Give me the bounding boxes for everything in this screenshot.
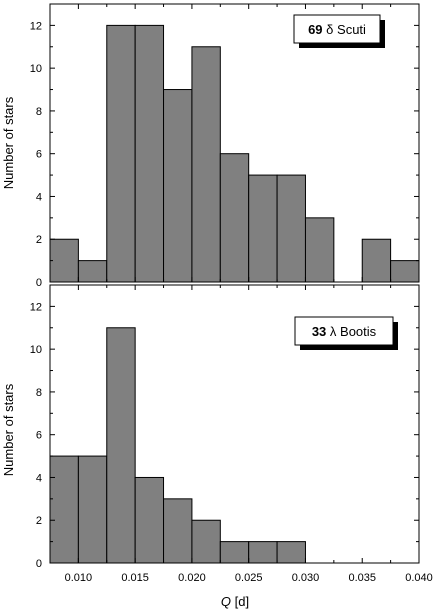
histogram-bar: [49, 455, 79, 564]
top-panel-frame: [49, 3, 420, 283]
bottom-legend-label: 33 λ Bootis: [312, 324, 377, 339]
bottom-legend-count: 33: [312, 324, 326, 339]
y-tick-label: 10: [30, 344, 42, 356]
bottom-legend-name: λ Bootis: [330, 324, 377, 339]
top-panel-y-tick-labels: 0 2 4 6 8 10 12: [30, 20, 42, 289]
histogram-bar: [163, 498, 193, 564]
histogram-bar: [361, 238, 392, 283]
x-tick-label: 0.025: [235, 572, 263, 584]
histogram-bar: [191, 46, 221, 283]
x-axis-title: Q [d]: [221, 594, 249, 609]
top-legend-name: δ Scuti: [326, 22, 366, 37]
y-tick-label: 0: [36, 558, 42, 570]
bottom-panel-x-tick-labels: 0.010 0.015 0.020 0.025 0.030 0.035 0.040: [65, 572, 433, 584]
bottom-panel-legend: 33 λ Bootis: [294, 316, 398, 350]
histogram-bar: [163, 89, 193, 283]
histogram-bar: [106, 327, 136, 564]
x-tick-label: 0.040: [405, 572, 433, 584]
y-tick-label: 4: [36, 472, 42, 484]
top-panel-legend: 69 δ Scuti: [293, 14, 385, 48]
top-legend-count: 69: [308, 22, 322, 37]
histogram-bar: [106, 24, 136, 283]
y-tick-label: 4: [36, 191, 42, 203]
histogram-bar: [191, 519, 221, 564]
x-tick-label: 0.010: [65, 572, 93, 584]
histogram-bar: [77, 260, 108, 283]
y-tick-label: 10: [30, 63, 42, 75]
y-tick-label: 2: [36, 515, 42, 527]
histogram-bar: [304, 217, 335, 283]
histogram-bar: [248, 541, 278, 564]
histogram-bar: [49, 238, 79, 283]
y-tick-label: 12: [30, 301, 42, 313]
y-tick-label: 6: [36, 149, 42, 161]
top-legend-label: 69 δ Scuti: [308, 22, 366, 37]
x-tick-label: 0.020: [178, 572, 206, 584]
y-tick-label: 8: [36, 387, 42, 399]
bottom-panel-y-tick-labels: 0 2 4 6 8 10 12: [30, 301, 42, 570]
histogram-bar: [276, 541, 306, 564]
top-panel-bars: [49, 24, 420, 283]
bottom-panel-ticks: [49, 285, 420, 564]
bottom-legend-box: [294, 316, 394, 346]
top-legend-box: [293, 14, 381, 44]
y-tick-label: 6: [36, 430, 42, 442]
y-tick-label: 12: [30, 20, 42, 32]
x-axis-title-unit: [d]: [231, 594, 249, 609]
histogram-bar: [390, 260, 420, 283]
histogram-bar: [219, 153, 250, 283]
histogram-bar: [134, 24, 165, 283]
bottom-panel-frame: [49, 284, 420, 564]
top-panel-ticks: [49, 4, 420, 283]
histogram-bar: [134, 476, 165, 564]
bottom-panel-bars: [49, 327, 306, 564]
y-tick-label: 2: [36, 234, 42, 246]
histogram-bar: [248, 174, 278, 283]
histogram-bar: [219, 541, 250, 564]
histogram-bar: [276, 174, 306, 283]
top-panel-delta-scuti: 0 2 4 6 8 10 12 Number of stars 69 δ Scuti: [1, 3, 420, 289]
x-tick-label: 0.035: [348, 572, 376, 584]
x-tick-label: 0.030: [292, 572, 320, 584]
x-axis-title-symbol: Q: [221, 594, 231, 609]
bottom-panel-lambda-bootis: 0 2 4 6 8 10 12 0.010 0.015 0.020 0.025 0.030 0.035…: [1, 284, 433, 609]
histogram-bar: [77, 455, 108, 564]
y-tick-label: 8: [36, 106, 42, 118]
y-tick-label: 0: [36, 277, 42, 289]
bottom-panel-y-axis-title: Number of stars: [1, 383, 16, 476]
x-tick-label: 0.015: [121, 572, 149, 584]
top-panel-y-axis-title: Number of stars: [1, 96, 16, 189]
